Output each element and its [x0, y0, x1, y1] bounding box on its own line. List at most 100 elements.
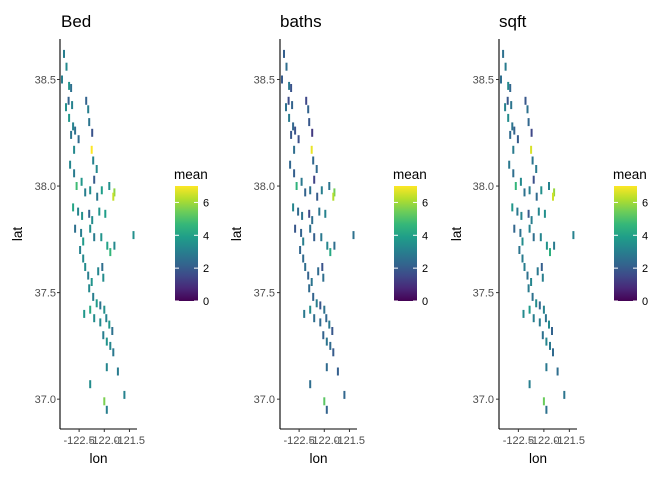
heatmap-cell	[294, 224, 297, 233]
heatmap-cell	[317, 267, 320, 276]
heatmap-cell	[103, 305, 106, 314]
heatmap-cell	[518, 246, 521, 254]
heatmap-cell	[540, 263, 543, 271]
heatmap-cell	[90, 278, 93, 286]
heatmap-cell	[290, 130, 293, 139]
heatmap-cell	[102, 273, 105, 282]
y-tick-label: 37.0	[473, 394, 494, 406]
heatmap-cell	[332, 192, 335, 201]
heatmap-cell	[289, 160, 292, 169]
heatmap-cell	[507, 81, 510, 90]
heatmap-cell	[320, 233, 323, 242]
heatmap-cell	[329, 341, 332, 350]
colorbar	[175, 186, 198, 301]
heatmap-cell	[545, 337, 548, 346]
heatmap-cell	[301, 211, 304, 220]
heatmap-cell	[89, 224, 92, 233]
colorbar-legend: mean 0 2 4 6	[174, 167, 209, 308]
heatmap-cell	[104, 209, 107, 218]
heatmap-cell	[319, 301, 322, 310]
heatmap-cell	[281, 75, 283, 84]
colorbar-tick-label: 6	[203, 197, 209, 209]
heatmap-cell	[551, 327, 553, 335]
heatmap-cell	[89, 380, 92, 389]
heatmap-cell	[313, 233, 316, 242]
colorbar-tick-label: 2	[642, 263, 648, 275]
colorbar-tick-label: 4	[203, 230, 209, 242]
heatmap-cell	[530, 145, 533, 154]
y-axis-title: lat	[229, 227, 244, 242]
heatmap-cell	[535, 192, 538, 201]
heatmap-cell	[73, 145, 76, 154]
heatmap-cell	[82, 254, 85, 263]
heatmap-cell	[309, 224, 312, 233]
heatmap-cell	[96, 192, 99, 201]
heatmap-cell	[288, 113, 291, 122]
x-axis-title: lon	[89, 451, 107, 466]
heatmap-cell	[312, 292, 315, 301]
heatmap-cell	[302, 237, 305, 246]
colorbar-tick-label: 2	[203, 263, 209, 275]
legend-title: mean	[174, 167, 208, 182]
heatmap-cell	[514, 182, 517, 190]
heatmap-cell	[522, 309, 525, 318]
heatmap-cell	[287, 96, 290, 105]
colorbar-tick-label: 0	[642, 296, 648, 308]
panel-bed: Bed 37.0 37.5 38.0 38.5 -122.5-122.0-121.5 lon…	[10, 12, 209, 466]
heatmap-cell	[321, 263, 324, 271]
heatmap-cell	[521, 254, 524, 263]
heatmap-cell	[343, 390, 346, 399]
heatmap-cell	[103, 397, 106, 406]
heatmap-cell	[88, 284, 91, 293]
heatmap-cell	[77, 207, 80, 216]
heatmap-cell	[552, 192, 554, 201]
x-tick-label: -122.5	[503, 435, 534, 447]
heatmap-cell	[88, 118, 91, 127]
heatmap-cell	[69, 160, 72, 169]
heatmap-cell	[303, 309, 306, 318]
heatmap-cell	[323, 305, 326, 314]
colorbar	[394, 186, 417, 301]
heatmap-cell	[512, 145, 515, 154]
heatmap-cell	[309, 305, 312, 314]
heatmap-cell	[74, 224, 77, 233]
heatmap-cell	[531, 292, 534, 301]
heatmap-cell	[535, 165, 538, 173]
heatmap-cell	[329, 248, 332, 257]
heatmap-cell	[307, 105, 310, 114]
heatmap-cell	[93, 314, 96, 323]
heatmap-cell	[63, 49, 65, 58]
heatmap-cell	[102, 331, 105, 340]
heatmap-cell	[70, 84, 73, 92]
y-tick-label: 37.0	[35, 394, 56, 406]
colorbar-tick-label: 4	[422, 230, 428, 242]
heatmap-cell	[92, 292, 95, 301]
heatmap-cell	[74, 126, 77, 135]
heatmap-cell	[300, 177, 303, 186]
heatmap-cell	[311, 216, 314, 225]
heatmap-cell	[333, 188, 336, 197]
heatmap-cell	[527, 209, 530, 218]
heatmap-cell	[539, 233, 542, 242]
heatmap-cell	[352, 231, 355, 240]
heatmap-cell	[106, 241, 109, 250]
heatmap-cell	[75, 182, 78, 190]
heatmap-cell	[510, 101, 513, 110]
heatmap-cell	[513, 126, 516, 135]
heatmap-cell	[519, 228, 522, 237]
heatmap-cell	[336, 367, 339, 376]
heatmap-cell	[80, 228, 83, 237]
heatmap-cell	[528, 305, 531, 314]
heatmap-cell	[333, 241, 336, 250]
heatmap-cell	[292, 122, 295, 131]
heatmap-cell	[504, 62, 507, 71]
heatmap-cell	[542, 305, 545, 314]
colorbar-tick-label: 0	[422, 296, 428, 308]
heatmap-cell	[325, 314, 328, 323]
heatmap-cell	[291, 101, 294, 110]
heatmap-cell	[312, 156, 315, 165]
heatmap-cells	[500, 49, 575, 414]
heatmap-cell	[81, 211, 84, 220]
y-axis-title: lat	[449, 227, 464, 242]
